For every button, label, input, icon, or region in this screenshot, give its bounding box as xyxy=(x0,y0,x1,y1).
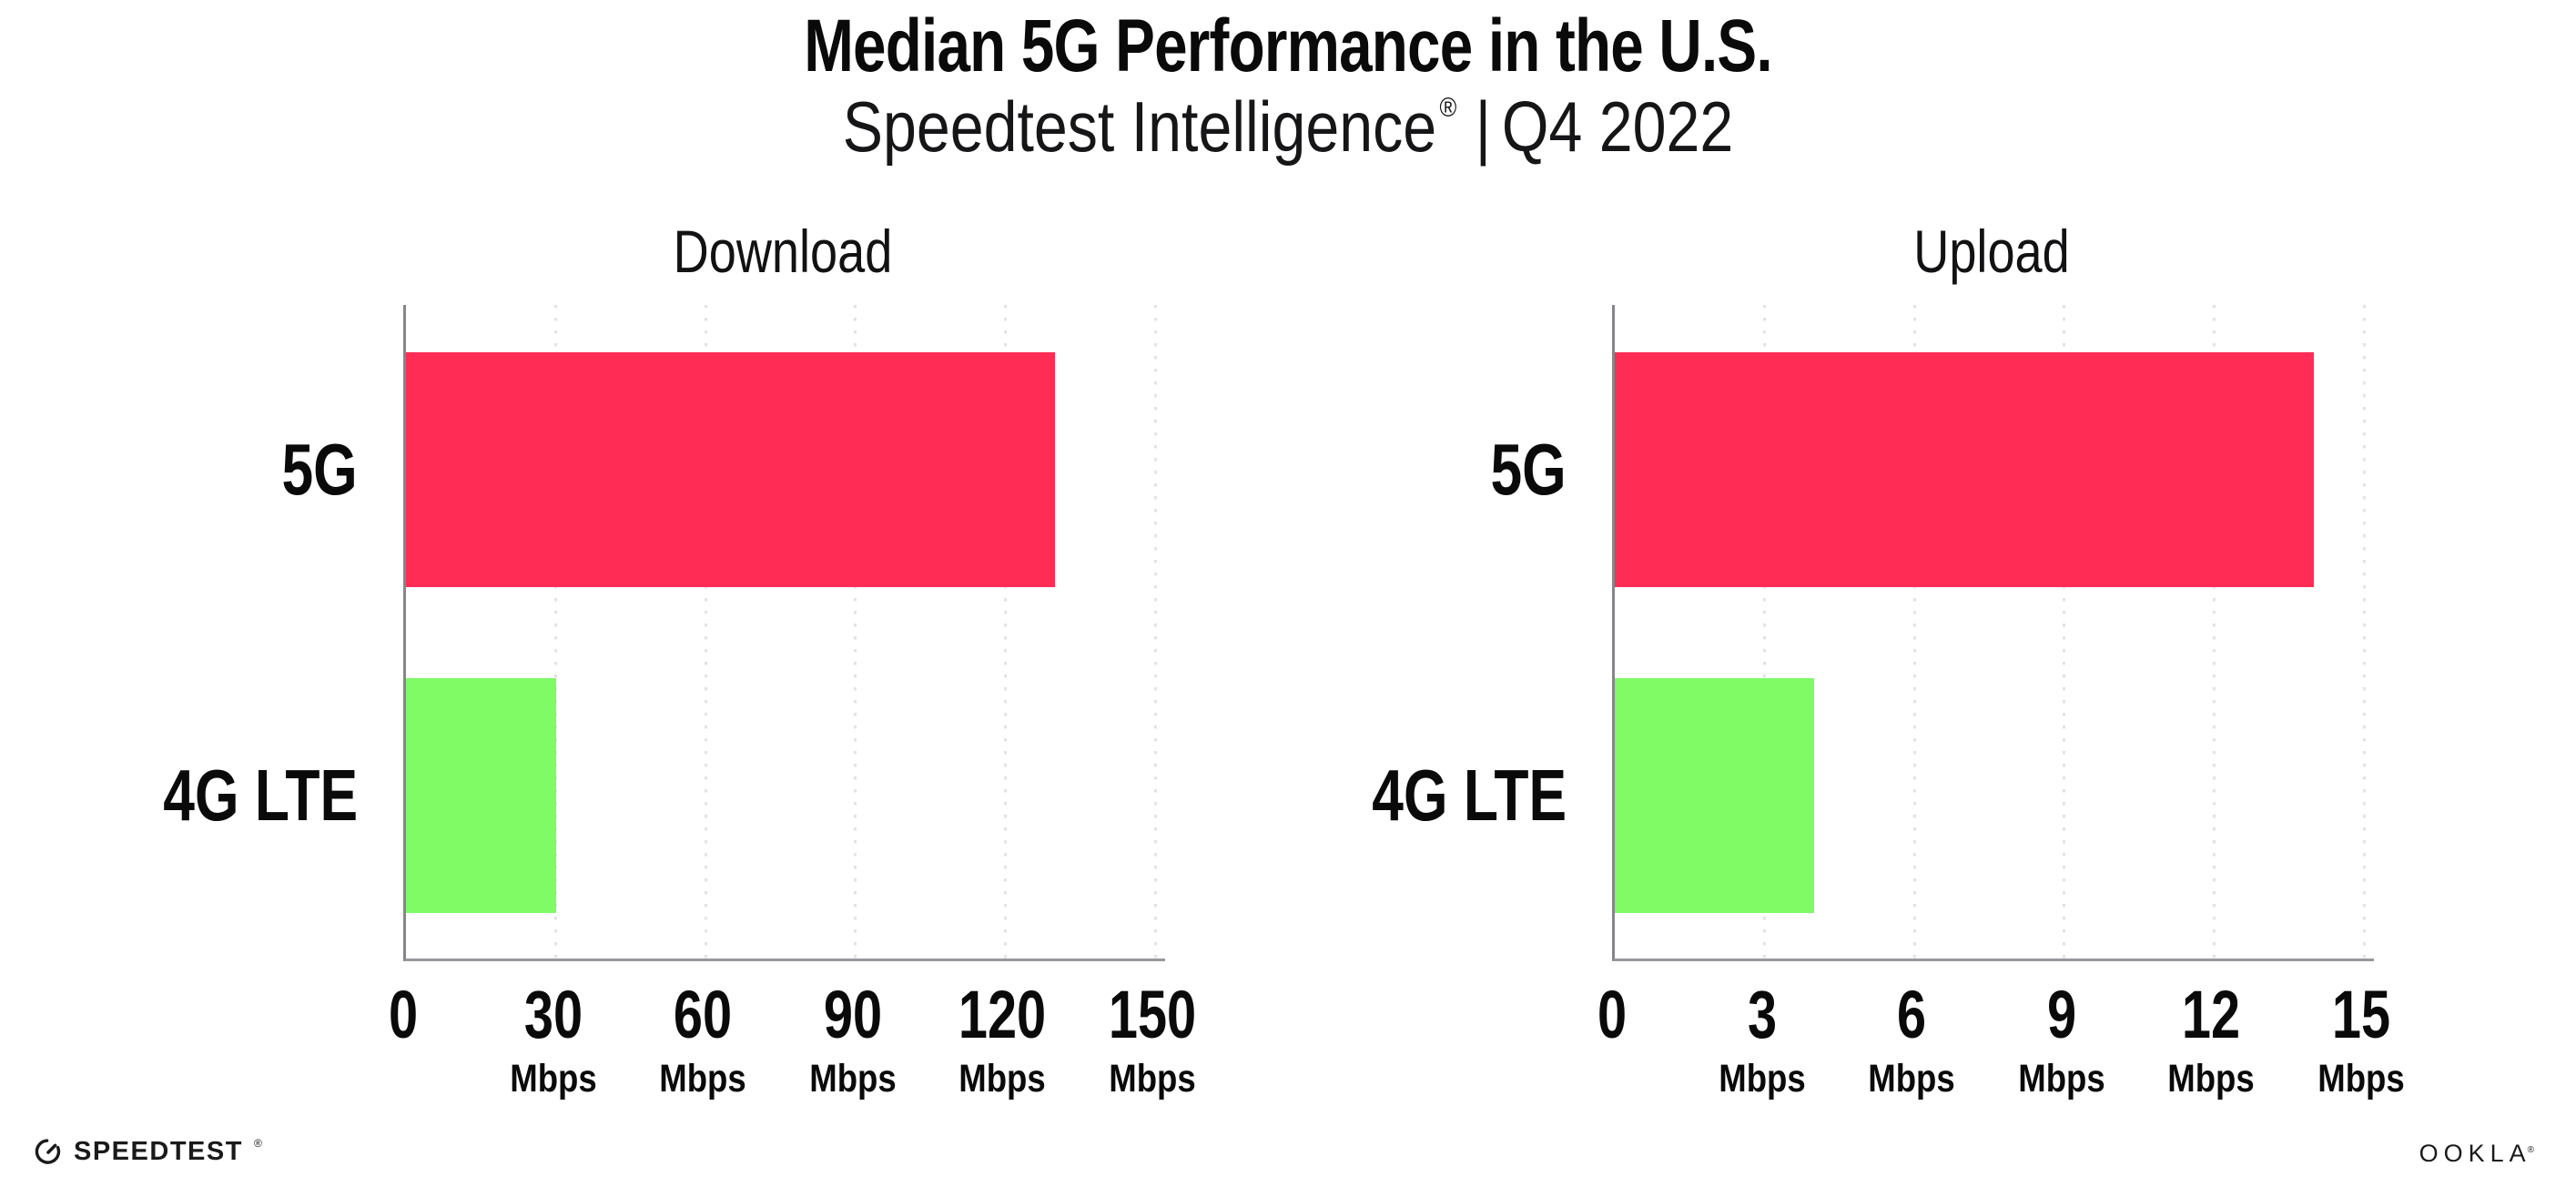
x-tick-3: 3 Mbps xyxy=(1710,981,1812,1099)
registered-trademark-icon: ® xyxy=(1439,93,1457,123)
gridline-12-mbps xyxy=(2212,305,2216,959)
subtitle-brand: Speedtest Intelligence xyxy=(842,86,1437,167)
bar-4g-lte-upload xyxy=(1615,678,1815,913)
x-tick-unit: Mbps xyxy=(2167,1057,2256,1101)
x-tick-value: 0 xyxy=(1597,977,1628,1052)
category-label-5g: 5G xyxy=(1490,429,1567,510)
download-chart-title: Download xyxy=(673,218,893,285)
upload-x-axis-labels: 0 3 Mbps 6 Mbps 9 Mbps 12 Mbps 15 Mbps xyxy=(1597,981,2405,1109)
ookla-logo: OOKLA® xyxy=(2419,1141,2543,1166)
gridline-6-mbps xyxy=(1912,305,1916,959)
x-tick-value: 9 xyxy=(2046,977,2076,1052)
x-tick-value: 90 xyxy=(823,977,882,1052)
speedtest-logo: SPEEDTEST ® xyxy=(33,1136,262,1167)
category-label-5g: 5G xyxy=(281,429,358,510)
x-tick-30: 30 Mbps xyxy=(502,981,603,1099)
category-label-4g-lte: 4G LTE xyxy=(1372,755,1567,836)
x-tick-value: 0 xyxy=(388,977,419,1052)
x-tick-value: 12 xyxy=(2182,977,2241,1052)
page-subtitle: Speedtest Intelligence ® | Q4 2022 xyxy=(193,86,2383,168)
x-tick-value: 6 xyxy=(1897,977,1927,1052)
gridline-30-mbps xyxy=(554,305,558,959)
ookla-registered-icon: ® xyxy=(2527,1145,2540,1155)
bar-5g-upload xyxy=(1615,352,2315,587)
gridline-90-mbps xyxy=(854,305,857,959)
bar-4g-lte-download xyxy=(406,678,556,913)
x-tick-value: 120 xyxy=(958,977,1047,1052)
page-title: Median 5G Performance in the U.S. xyxy=(804,5,1772,87)
gridline-15-mbps xyxy=(2362,305,2366,959)
x-tick-12: 12 Mbps xyxy=(2160,981,2262,1099)
upload-plot-area xyxy=(1612,305,2374,961)
x-tick-unit: Mbps xyxy=(659,1057,746,1101)
bar-5g-download xyxy=(406,352,1056,587)
speedtest-trademark-icon: ® xyxy=(253,1137,262,1150)
x-tick-60: 60 Mbps xyxy=(652,981,754,1099)
download-plot-area xyxy=(403,305,1165,961)
x-tick-90: 90 Mbps xyxy=(802,981,904,1099)
x-tick-150: 150 Mbps xyxy=(1096,981,1208,1099)
x-tick-unit: Mbps xyxy=(1868,1057,1955,1101)
gridline-120-mbps xyxy=(1003,305,1007,959)
download-x-axis-labels: 0 30 Mbps 60 Mbps 90 Mbps 120 Mbps 150 Mbps xyxy=(389,981,1196,1109)
x-tick-unit: Mbps xyxy=(958,1057,1047,1101)
x-tick-unit: Mbps xyxy=(1718,1057,1806,1101)
x-tick-9: 9 Mbps xyxy=(2011,981,2113,1099)
category-label-4g-lte: 4G LTE xyxy=(163,755,358,836)
x-tick-120: 120 Mbps xyxy=(947,981,1059,1099)
x-tick-value: 60 xyxy=(674,977,733,1052)
upload-chart: Upload 0 3 Mbps 6 Mbps 9 Mbps 12 Mbps 15 Mbps 5G 4G… xyxy=(1372,0,2405,1197)
x-tick-unit: Mbps xyxy=(2018,1057,2105,1101)
x-tick-value: 15 xyxy=(2331,977,2391,1052)
x-tick-value: 30 xyxy=(523,977,583,1052)
x-tick-0: 0 xyxy=(1593,981,1630,1049)
x-tick-0: 0 xyxy=(384,981,421,1049)
gridline-150-mbps xyxy=(1153,305,1157,959)
x-tick-6: 6 Mbps xyxy=(1861,981,1962,1099)
x-tick-unit: Mbps xyxy=(509,1057,597,1101)
x-tick-unit: Mbps xyxy=(809,1057,897,1101)
x-tick-unit: Mbps xyxy=(2317,1057,2405,1101)
gridline-9-mbps xyxy=(2063,305,2066,959)
x-tick-value: 3 xyxy=(1747,977,1777,1052)
speedtest-gauge-icon xyxy=(35,1139,61,1164)
x-tick-unit: Mbps xyxy=(1109,1057,1196,1101)
gridline-60-mbps xyxy=(704,305,707,959)
x-tick-15: 15 Mbps xyxy=(2310,981,2412,1099)
ookla-wordmark: OOKLA xyxy=(2419,1140,2531,1167)
subtitle-separator: | xyxy=(1475,86,1491,167)
x-tick-value: 150 xyxy=(1108,977,1197,1052)
subtitle-period: Q4 2022 xyxy=(1501,86,1734,167)
speedtest-wordmark: SPEEDTEST xyxy=(74,1136,243,1166)
download-chart: Download 0 30 Mbps 60 Mbps 90 Mbps 120 Mbps 150 Mb… xyxy=(163,0,1196,1197)
gridline-3-mbps xyxy=(1763,305,1767,959)
upload-chart-title: Upload xyxy=(1913,218,2070,285)
